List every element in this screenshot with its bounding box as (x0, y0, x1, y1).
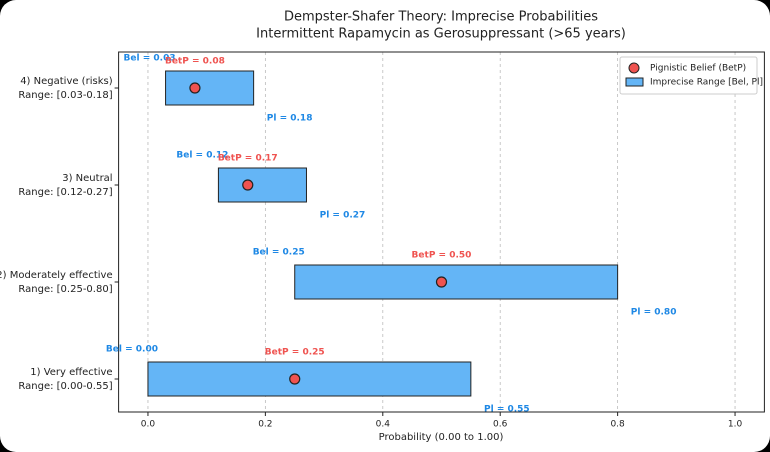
range-bar (294, 264, 619, 300)
y-tick-label: Range: [0.03-0.18] (18, 90, 112, 101)
pl-label: Pl = 0.27 (320, 211, 366, 221)
legend-box (619, 56, 758, 95)
pl-label: Pl = 0.18 (267, 114, 313, 124)
y-tick-label: Range: [0.00-0.55] (18, 381, 112, 392)
betp-point (289, 373, 301, 385)
bel-label: Bel = 0.25 (253, 248, 305, 258)
chart-title: Intermittent Rapamycin as Gerosuppressan… (256, 27, 626, 42)
x-tick-label: 0.8 (610, 420, 625, 430)
legend-marker (625, 77, 644, 87)
chart-title: Dempster-Shafer Theory: Imprecise Probab… (284, 10, 598, 25)
y-tick-label: Range: [0.25-0.80] (18, 284, 112, 295)
x-tick-label: 0.0 (141, 420, 156, 430)
x-tick-label: 1.0 (728, 420, 743, 430)
range-bar (217, 167, 307, 203)
betp-point (189, 82, 201, 94)
betp-label: BetP = 0.50 (412, 251, 472, 261)
betp-label: BetP = 0.08 (165, 57, 225, 67)
legend-marker (628, 62, 640, 74)
x-tick-label: 0.2 (258, 420, 272, 430)
y-tick-label: 2) Moderately effective (0, 270, 113, 281)
legend-label: Imprecise Range [Bel, Pl] (650, 78, 763, 88)
x-axis-label: Probability (0.00 to 1.00) (379, 432, 504, 443)
bel-label: Bel = 0.03 (124, 54, 176, 64)
y-tick-label: 1) Very effective (30, 367, 112, 378)
betp-point (435, 276, 448, 288)
range-bar (147, 361, 472, 397)
x-tick-label: 0.4 (376, 420, 391, 430)
range-bar (165, 70, 255, 106)
betp-label: BetP = 0.17 (218, 154, 278, 164)
y-tick-label: Range: [0.12-0.27] (18, 187, 112, 198)
pl-label: Pl = 0.80 (631, 308, 677, 318)
y-tick-label: 4) Negative (risks) (20, 76, 113, 87)
bel-label: Bel = 0.00 (106, 345, 158, 355)
pl-label: Pl = 0.55 (484, 405, 530, 415)
bel-label: Bel = 0.12 (176, 151, 228, 161)
plot-frame (118, 51, 765, 413)
betp-point (242, 179, 254, 191)
x-tick-label: 0.6 (493, 420, 508, 430)
betp-label: BetP = 0.25 (265, 348, 325, 358)
y-tick-label: 3) Neutral (62, 173, 112, 184)
legend-label: Pignistic Belief (BetP) (650, 64, 746, 74)
